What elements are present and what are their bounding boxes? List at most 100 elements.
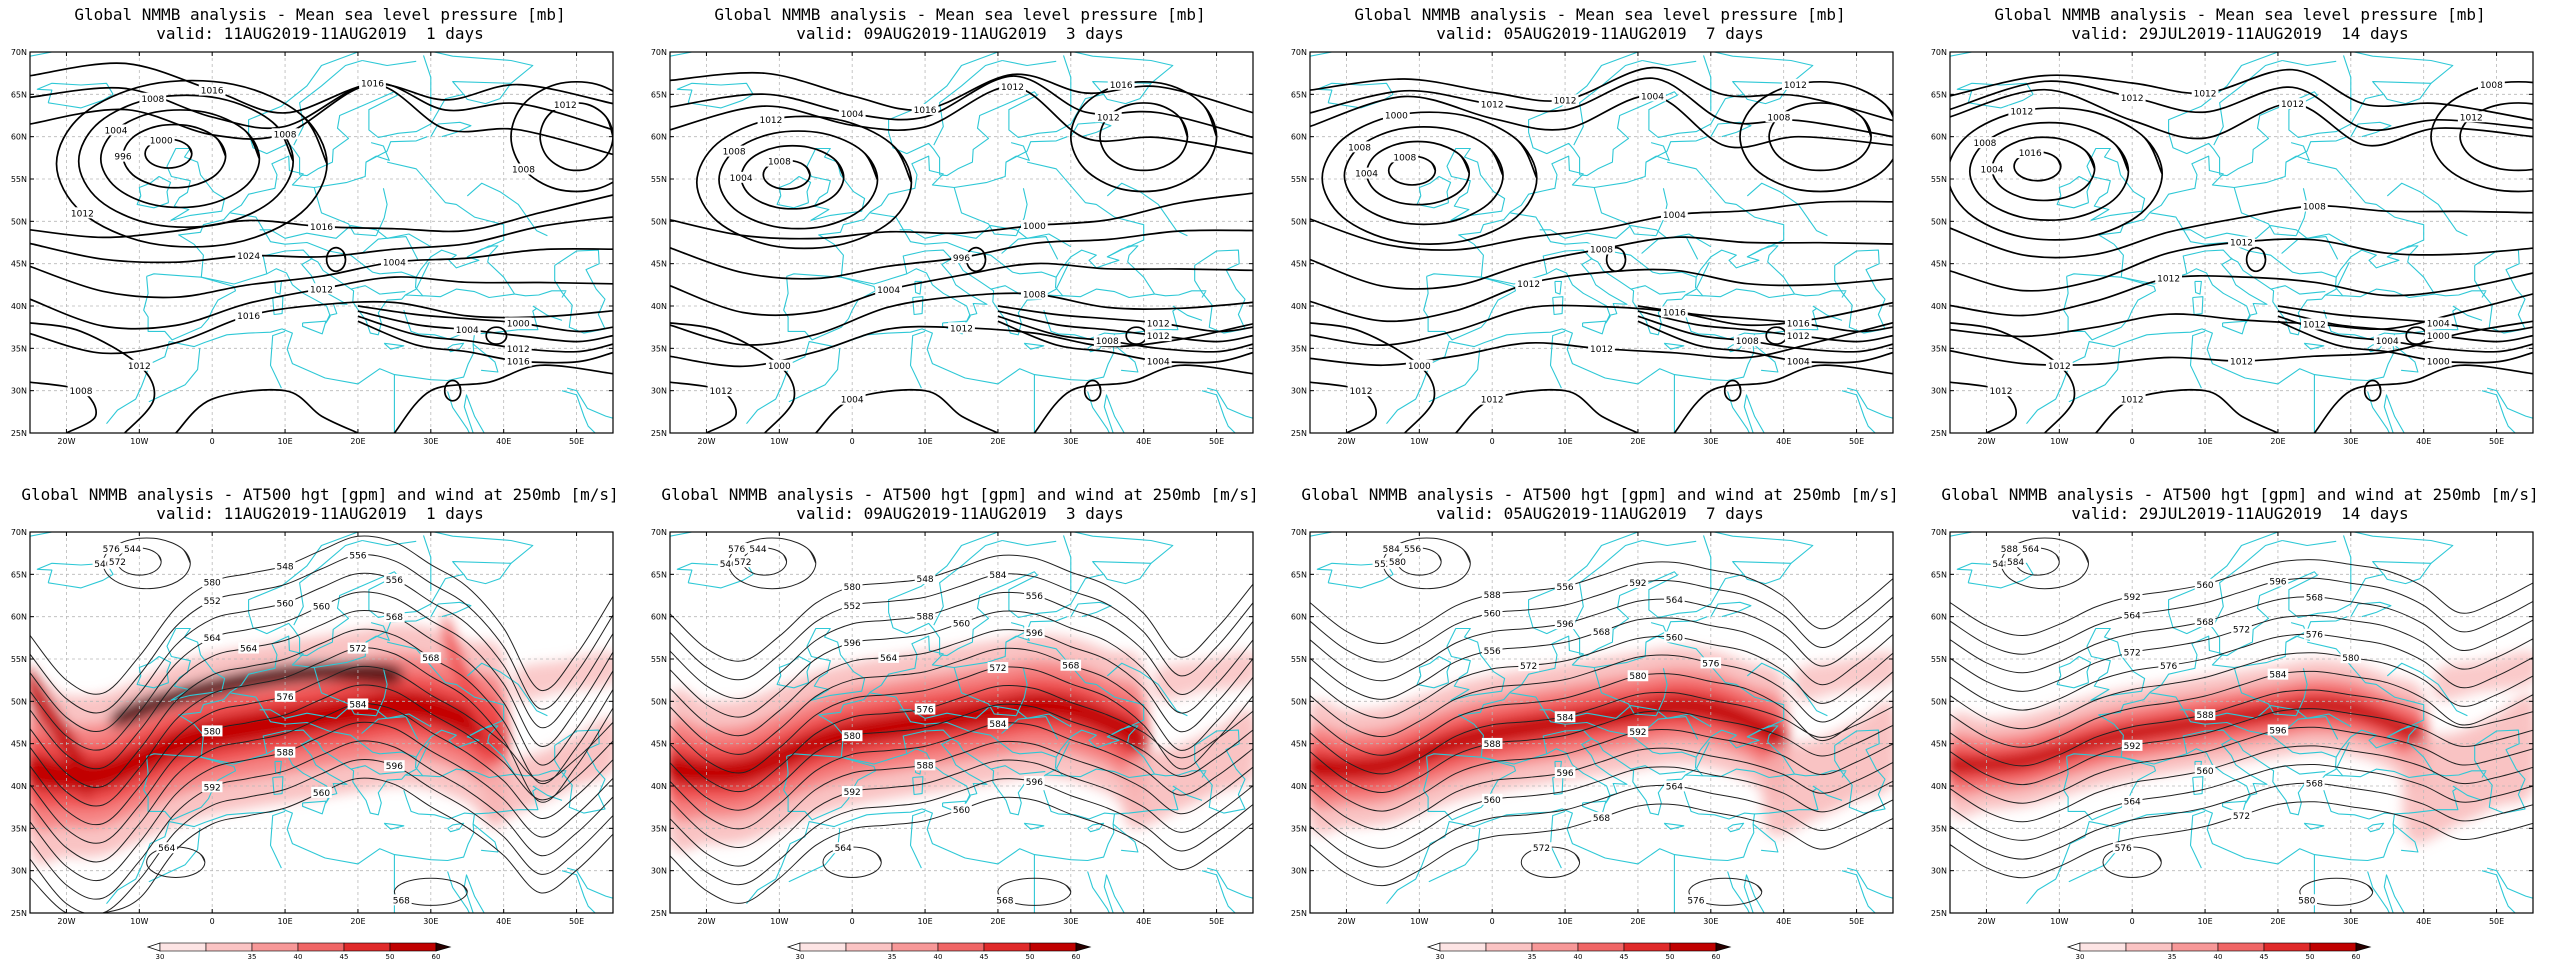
contour-label: 584 bbox=[349, 700, 366, 710]
contour-label: 548 bbox=[276, 562, 293, 572]
contour-label: 580 bbox=[844, 583, 861, 593]
latitude-tick-label: 50N bbox=[651, 217, 667, 226]
panel-valid-period: valid: 09AUG2019-11AUG2019 3 days bbox=[796, 504, 1124, 523]
contour-label: 996 bbox=[953, 254, 970, 264]
contour-label: 548 bbox=[1992, 560, 2009, 570]
longitude-tick-label: 40E bbox=[2416, 437, 2431, 446]
latitude-tick-label: 70N bbox=[1931, 528, 1947, 537]
longitude-tick-label: 20W bbox=[1977, 917, 1995, 926]
longitude-tick-label: 30E bbox=[1063, 917, 1078, 926]
contour-label: 1008 bbox=[1736, 337, 1759, 347]
latitude-tick-label: 40N bbox=[1291, 302, 1307, 311]
contour-label: 1004 bbox=[1981, 165, 2004, 175]
contour-label: 1012 bbox=[1590, 345, 1613, 355]
latitude-tick-label: 60N bbox=[651, 133, 667, 142]
contour-label: 560 bbox=[313, 603, 330, 613]
longitude-tick-label: 50E bbox=[1849, 917, 1864, 926]
contour-label: 568 bbox=[1593, 628, 1610, 638]
contour-label: 1008 bbox=[768, 158, 791, 168]
colorbar-tick-label: 35 bbox=[248, 953, 257, 960]
contour-label: 564 bbox=[1666, 782, 1683, 792]
colorbar-tick-label: 35 bbox=[888, 953, 897, 960]
panel-title: Global NMMB analysis - Mean sea level pr… bbox=[714, 5, 1206, 24]
contour-label: 580 bbox=[2342, 654, 2359, 664]
longitude-tick-label: 20E bbox=[1630, 917, 1645, 926]
colorbar-tick-label: 40 bbox=[1574, 953, 1583, 960]
longitude-tick-label: 30E bbox=[2343, 917, 2358, 926]
panel-title: Global NMMB analysis - Mean sea level pr… bbox=[1994, 5, 2486, 24]
contour-label: 572 bbox=[989, 664, 1006, 674]
longitude-tick-label: 10E bbox=[277, 437, 292, 446]
contour-label: 580 bbox=[2298, 896, 2315, 906]
contour-label: 540 bbox=[94, 560, 111, 570]
contour-label: 1008 bbox=[141, 95, 164, 105]
latitude-tick-label: 45N bbox=[11, 260, 27, 269]
contour-labels: 1000 996 1004 1008 1012 1016 1024 1004 1012 1016 1… bbox=[67, 77, 579, 397]
contour-label: 1004 bbox=[456, 326, 479, 336]
latitude-tick-label: 55N bbox=[11, 655, 27, 664]
contour-label: 1012 bbox=[507, 345, 530, 355]
latitude-tick-label: 45N bbox=[11, 740, 27, 749]
contour-label: 564 bbox=[2022, 545, 2039, 555]
contour-label: 1012 bbox=[1147, 319, 1170, 329]
contour-label: 588 bbox=[2001, 545, 2018, 555]
contour-label: 1016 bbox=[310, 223, 333, 233]
lat-lon-grid bbox=[30, 52, 613, 433]
contour-label: 568 bbox=[2196, 618, 2213, 628]
contour-label: 584 bbox=[2007, 558, 2024, 568]
longitude-tick-label: 10W bbox=[770, 437, 788, 446]
latitude-tick-label: 50N bbox=[11, 217, 27, 226]
contour-labels: 1008 1004 1008 1012 1000 996 1004 1008 1012 1016 1… bbox=[707, 78, 1172, 406]
contour-labels: 544 540 548 552 556 560 564 568 572 576 580 584 588 5… bbox=[718, 542, 1082, 906]
contour-label: 576 bbox=[2160, 662, 2177, 672]
contour-label: 572 bbox=[1520, 662, 1537, 672]
wind-speed-colorbar: 30 35 40 45 50 60 bbox=[0, 940, 640, 980]
colorbar-tick-label: 50 bbox=[1026, 953, 1035, 960]
contour-label: 560 bbox=[953, 620, 970, 630]
map-panel-z500-7d: Global NMMB analysis - AT500 hgt [gpm] a… bbox=[1280, 480, 1920, 960]
latitude-tick-label: 60N bbox=[1931, 133, 1947, 142]
axis-labels: 70N 65N 60N 55N 50N 45N 40N 35N 30N 25N 20W 10W 0 10E… bbox=[1931, 528, 2533, 926]
contour-label: 576 bbox=[276, 693, 293, 703]
longitude-tick-label: 30E bbox=[423, 437, 438, 446]
contour-label: 576 bbox=[103, 545, 120, 555]
contour-label: 1004 bbox=[1355, 170, 1378, 180]
latitude-tick-label: 50N bbox=[11, 697, 27, 706]
contour-label: 1012 bbox=[2230, 357, 2253, 367]
longitude-tick-label: 10E bbox=[917, 437, 932, 446]
colorbar-tick-label: 35 bbox=[2168, 953, 2177, 960]
contour-label: 596 bbox=[1556, 769, 1573, 779]
longitude-tick-label: 10W bbox=[1410, 917, 1428, 926]
latitude-tick-label: 45N bbox=[1291, 740, 1307, 749]
contour-label: 564 bbox=[204, 634, 221, 644]
longitude-tick-label: 10W bbox=[770, 917, 788, 926]
colorbar-tick-label: 60 bbox=[1712, 953, 1721, 960]
contour-label: 1012 bbox=[2230, 239, 2253, 249]
map-plot: 556 552 556 560 564 568 572 576 580 584 588 592 596 5… bbox=[1291, 528, 1894, 926]
contour-label: 596 bbox=[1556, 620, 1573, 630]
panel-valid-period: valid: 29JUL2019-11AUG2019 14 days bbox=[2071, 504, 2409, 523]
contour-label: 588 bbox=[916, 761, 933, 771]
contour-label: 556 bbox=[349, 551, 366, 561]
longitude-tick-label: 0 bbox=[210, 917, 215, 926]
contour-label: 1012 bbox=[759, 116, 782, 126]
latitude-tick-label: 70N bbox=[651, 48, 667, 57]
contour-label: 1004 bbox=[841, 110, 864, 120]
contour-label: 1012 bbox=[1097, 113, 1120, 123]
panel-title: Global NMMB analysis - AT500 hgt [gpm] a… bbox=[661, 485, 1259, 504]
contour-label: 1012 bbox=[2048, 362, 2071, 372]
contour-label: 1004 bbox=[1787, 358, 1810, 368]
colorbar-tick-label: 60 bbox=[1072, 953, 1081, 960]
contour-label: 572 bbox=[349, 645, 366, 655]
contour-label: 576 bbox=[1687, 896, 1704, 906]
longitude-tick-label: 20E bbox=[2270, 917, 2285, 926]
latitude-tick-label: 65N bbox=[1291, 90, 1307, 99]
longitude-tick-label: 30E bbox=[1703, 917, 1718, 926]
contour-label: 1012 bbox=[1990, 387, 2013, 397]
colorbar-tick-label: 30 bbox=[1436, 953, 1445, 960]
panel-title: Global NMMB analysis - Mean sea level pr… bbox=[1354, 5, 1846, 24]
contour-label: 1012 bbox=[1001, 83, 1024, 93]
map-frame bbox=[1309, 51, 1894, 434]
latitude-tick-label: 60N bbox=[651, 613, 667, 622]
latitude-tick-label: 65N bbox=[1931, 90, 1947, 99]
